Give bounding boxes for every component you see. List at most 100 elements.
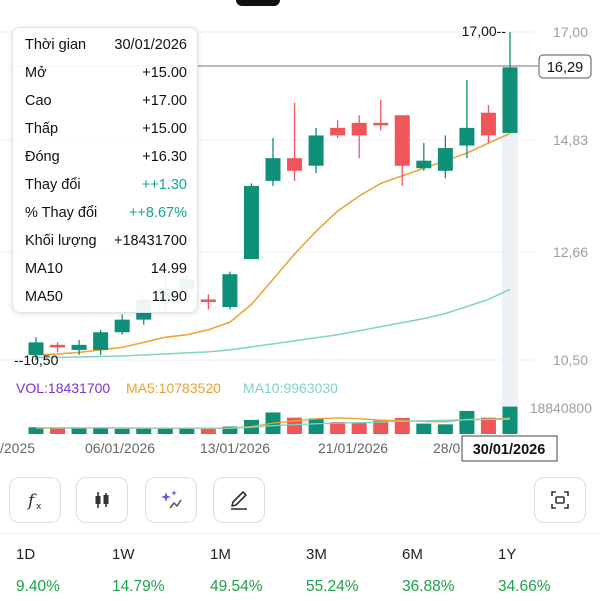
ohlc-tooltip: Thời gian 30/01/2026 Mở +15.00 Cao +17.00 T…	[12, 27, 198, 313]
y-tick-label: 14,83	[553, 132, 588, 148]
price-chart[interactable]: 17,00 14,83 12,66 10,50 16,29 17,00-- --10,50 V…	[0, 0, 600, 470]
volume-bar	[502, 406, 518, 434]
tooltip-label: Thời gian	[25, 37, 87, 53]
perf-label: 3M	[306, 546, 327, 563]
x-tick-label: /2025	[0, 440, 35, 456]
pen-icon	[231, 491, 247, 510]
candle-body	[416, 160, 432, 169]
volume-bar	[222, 426, 238, 434]
ma50-line	[36, 288, 511, 359]
candle-body	[71, 344, 87, 350]
perf-3m[interactable]: 3M 55.24%	[306, 534, 402, 595]
volume-bar	[114, 428, 130, 434]
perf-1w[interactable]: 1W 14.79%	[112, 534, 208, 595]
high-marker-label: 17,00--	[462, 23, 507, 39]
selected-date-label: 30/01/2026	[473, 442, 546, 458]
candlestick-icon	[95, 492, 109, 508]
perf-label: 1W	[112, 546, 135, 563]
volume-bar	[373, 420, 389, 434]
tooltip-value: ++1.30	[141, 177, 187, 193]
tooltip-row-open: Mở +15.00	[25, 62, 187, 84]
tooltip-label: Đóng	[25, 149, 60, 165]
perf-value: 14.79%	[112, 578, 165, 595]
candle-body	[480, 112, 496, 136]
tooltip-row-volume: Khối lượng +18431700	[25, 230, 187, 252]
volume-bar	[351, 422, 367, 434]
tooltip-row-change-pct: % Thay đổi ++8.67%	[25, 202, 187, 224]
candle-body	[308, 135, 324, 166]
fullscreen-button[interactable]	[534, 477, 586, 523]
perf-6m[interactable]: 6M 36.88%	[402, 534, 498, 595]
volume-bar	[50, 428, 66, 434]
volume-max-label: 18840800	[530, 400, 593, 416]
fullscreen-icon	[551, 491, 569, 509]
perf-1m[interactable]: 1M 49.54%	[210, 534, 306, 595]
tooltip-row-change: Thay đổi ++1.30	[25, 174, 187, 196]
tooltip-row-high: Cao +17.00	[25, 90, 187, 112]
y-tick-label: 17,00	[553, 24, 588, 40]
performance-row: 1D 9.40% 1W 14.79% 1M 49.54% 3M 55.24% 6M 36.…	[0, 533, 600, 601]
candle-body	[222, 274, 238, 308]
volume-bar	[71, 427, 87, 434]
formula-icon: f x	[26, 491, 42, 512]
volume-bar	[93, 428, 109, 434]
candle-body	[200, 299, 216, 302]
draw-button[interactable]	[213, 477, 265, 523]
perf-1y[interactable]: 1Y 34.66%	[498, 534, 594, 595]
volume-bar	[459, 410, 475, 434]
selected-date-badge	[461, 435, 558, 462]
chart-type-button[interactable]	[76, 477, 128, 523]
perf-1d[interactable]: 1D 9.40%	[16, 534, 112, 595]
candle-body	[437, 148, 453, 171]
perf-label: 1Y	[498, 546, 517, 563]
volume-bar	[437, 424, 453, 434]
volume-ma10-line	[35, 418, 511, 429]
volume-bar	[480, 417, 496, 434]
perf-label: 6M	[402, 546, 423, 563]
tooltip-label: Cao	[25, 93, 52, 109]
tooltip-value: +16.30	[142, 149, 187, 165]
tooltip-label: Thay đổi	[25, 177, 81, 193]
current-price-badge	[538, 54, 592, 79]
candle-body	[394, 115, 410, 166]
ai-analysis-button[interactable]	[145, 477, 197, 523]
volume-bar	[200, 428, 216, 434]
volume-legend-item: MA5:10783520	[126, 380, 221, 396]
x-tick-label: 21/01/2026	[318, 440, 388, 456]
y-tick-label: 10,50	[553, 352, 588, 368]
candle-body	[287, 158, 303, 171]
tooltip-value: 11.90	[151, 289, 187, 305]
tooltip-label: MA10	[25, 261, 63, 277]
x-tick-label: 28/0	[433, 440, 460, 456]
svg-text:f: f	[26, 491, 37, 511]
tooltip-value: ++8.67%	[128, 205, 187, 221]
perf-value: 34.66%	[498, 578, 551, 595]
tooltip-row-low: Thấp +15.00	[25, 118, 187, 140]
top-notch	[236, 0, 280, 6]
y-tick-label: 12,66	[553, 244, 588, 260]
volume-bar	[28, 427, 44, 434]
tooltip-label: Mở	[25, 65, 47, 81]
tooltip-row-ma50: MA50 11.90	[25, 286, 187, 308]
tooltip-row-time: Thời gian 30/01/2026	[25, 34, 187, 56]
chart-toolbar: f x	[0, 471, 600, 527]
candle-body	[93, 332, 109, 350]
volume-bar	[416, 423, 432, 434]
tooltip-row-close: Đóng +16.30	[25, 146, 187, 168]
volume-bar	[330, 422, 346, 434]
indicator-button[interactable]: f x	[9, 477, 61, 523]
volume-bar	[308, 418, 324, 434]
candle-body	[265, 158, 281, 181]
svg-text:x: x	[36, 502, 42, 512]
tooltip-value: 30/01/2026	[114, 37, 187, 53]
tooltip-value: +15.00	[142, 121, 187, 137]
volume-bar	[157, 428, 173, 434]
tooltip-value: +18431700	[114, 233, 187, 249]
volume-legend-item: VOL:18431700	[16, 380, 110, 396]
tooltip-label: % Thay đổi	[25, 205, 98, 221]
volume-legend-item: MA10:9963030	[243, 380, 338, 396]
perf-value: 55.24%	[306, 578, 359, 595]
candle-body	[459, 127, 475, 146]
candle-body	[373, 122, 389, 126]
volume-bar	[136, 427, 152, 434]
